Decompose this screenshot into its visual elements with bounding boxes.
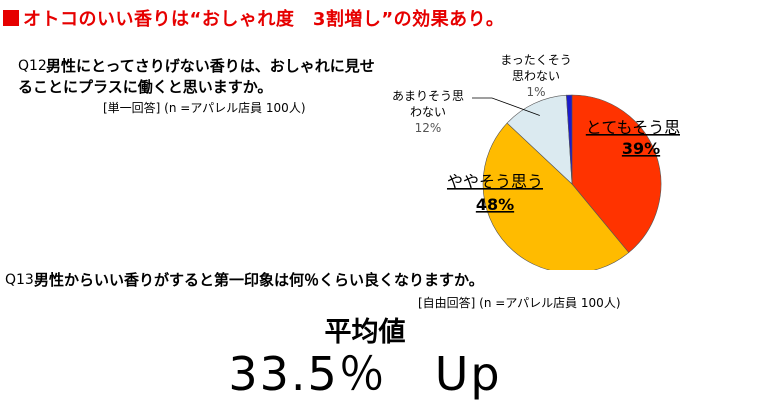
- title-text: オトコのいい香りは“おしゃれ度 3割増し”の効果あり。: [23, 9, 505, 30]
- label-somewhat-disagree-line2: わない: [410, 105, 446, 119]
- label-somewhat-agree: ややそう思う: [447, 172, 543, 191]
- pct-strongly-disagree: 1%: [526, 85, 545, 99]
- q13-number: Q13.: [5, 272, 39, 288]
- average-value: 33.5％ Up: [228, 347, 502, 401]
- q12-question-line2: ることにプラスに働くと思いますか。: [18, 78, 273, 96]
- label-somewhat-disagree-line1: あまりそう思: [392, 89, 464, 103]
- title-bullet-square: [3, 10, 19, 26]
- leader-line-somewhat-disagree: [472, 97, 540, 116]
- slice-somewhat-disagree: [506, 94, 573, 185]
- slice-somewhat-agree: [482, 122, 630, 270]
- q13-question: 男性からいい香りがすると第一印象は何％くらい良くなりますか。: [34, 271, 484, 289]
- q12-question-line1: 男性にとってさりげない香りは、おしゃれに見せ: [46, 57, 375, 75]
- q12-sample-note: [単一回答] (n =アパレル店員 100人): [103, 101, 306, 115]
- pct-strongly-agree: 39%: [622, 139, 660, 158]
- q12-number: Q12.: [18, 58, 52, 74]
- pct-somewhat-agree: 48%: [476, 195, 514, 214]
- slice-strongly-disagree: [566, 94, 573, 185]
- label-strongly-disagree-line2: 思わない: [512, 69, 560, 83]
- label-strongly-disagree-line1: まったくそう: [500, 53, 572, 67]
- pct-somewhat-disagree: 12%: [415, 121, 442, 135]
- average-label: 平均値: [324, 317, 406, 348]
- slice-strongly-agree: [571, 94, 662, 254]
- q13-sample-note: [自由回答] (n =アパレル店員 100人): [418, 296, 621, 310]
- page-title: オトコのいい香りは“おしゃれ度 3割増し”の効果あり。: [3, 5, 504, 31]
- label-strongly-agree: とてもそう思う: [586, 118, 680, 137]
